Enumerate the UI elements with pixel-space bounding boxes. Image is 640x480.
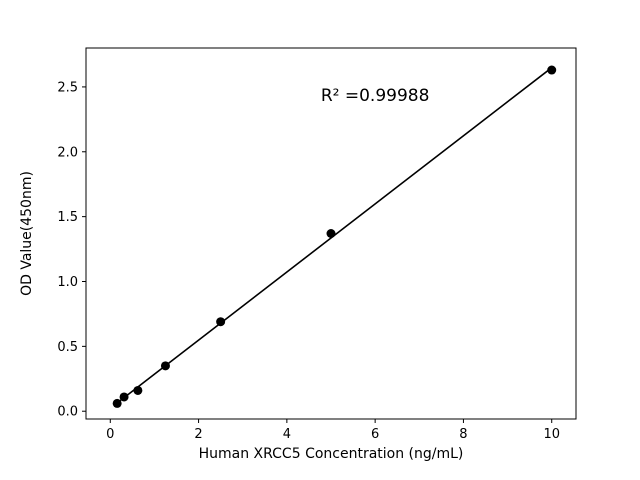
x-axis-label: Human XRCC5 Concentration (ng/mL) bbox=[199, 446, 464, 462]
data-point bbox=[216, 317, 226, 327]
x-tick-label: 0 bbox=[106, 427, 114, 442]
y-tick-label: 0.0 bbox=[57, 405, 78, 420]
y-tick-label: 0.5 bbox=[57, 340, 78, 355]
data-point bbox=[112, 398, 122, 408]
x-tick-label: 2 bbox=[194, 427, 202, 442]
data-point bbox=[160, 361, 170, 371]
x-tick-label: 6 bbox=[371, 427, 379, 442]
y-tick-label: 2.0 bbox=[57, 145, 78, 160]
x-tick-label: 8 bbox=[459, 427, 467, 442]
x-tick-label: 10 bbox=[543, 427, 560, 442]
y-tick-label: 1.5 bbox=[57, 210, 78, 225]
y-tick-label: 1.0 bbox=[57, 275, 78, 290]
data-point bbox=[326, 229, 336, 238]
data-point bbox=[119, 392, 129, 402]
data-point bbox=[133, 385, 143, 395]
y-axis-label: OD Value(450nm) bbox=[19, 171, 35, 296]
data-point bbox=[547, 65, 557, 75]
r-squared-annotation: R² =0.99988 bbox=[321, 86, 430, 106]
y-tick-label: 2.5 bbox=[57, 80, 78, 95]
x-tick-label: 4 bbox=[283, 427, 291, 442]
